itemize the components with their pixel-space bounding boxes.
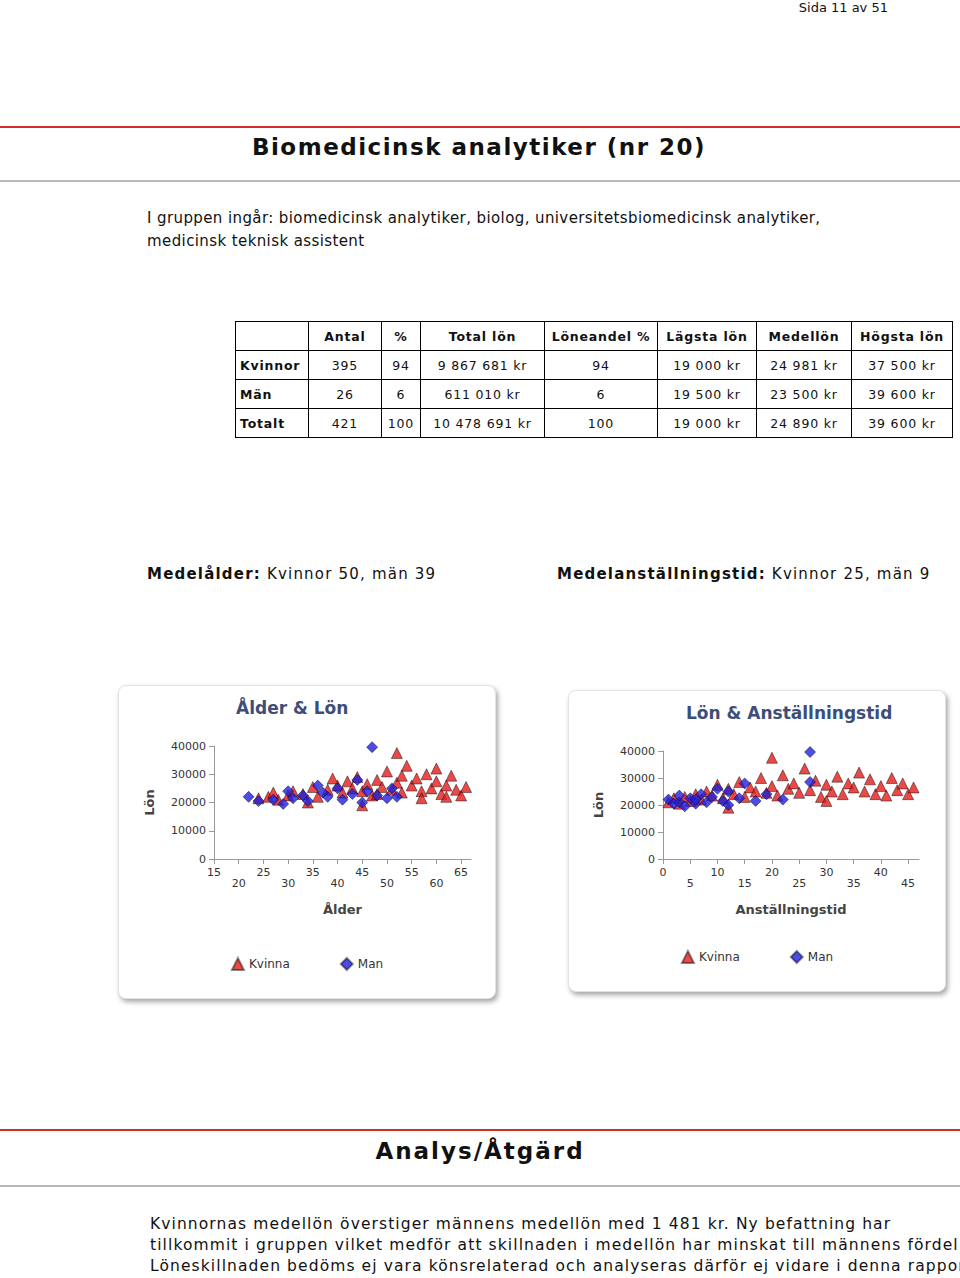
html-text:10 478 691 kr: 10 478 691 kr — [433, 415, 532, 431]
svg-text:50: 50 — [380, 877, 394, 890]
svg-text:45: 45 — [901, 877, 915, 890]
svg-text:15: 15 — [738, 877, 752, 890]
svg-text:Lön & Anställningstid: Lön & Anställningstid — [686, 703, 892, 723]
html-text:Män: Män — [240, 386, 273, 402]
svg-text:35: 35 — [847, 877, 861, 890]
html-text:19 500 kr: 19 500 kr — [673, 386, 741, 402]
svg-text:20000: 20000 — [171, 796, 206, 809]
html-text:611 010 kr: 611 010 kr — [444, 386, 521, 402]
html-text:24 981 kr: 24 981 kr — [770, 357, 838, 373]
svg-text:40: 40 — [874, 866, 888, 879]
svg-text:Man: Man — [358, 957, 383, 971]
svg-text:65: 65 — [454, 866, 468, 879]
html-text:I gruppen ingår: biomedicinsk: I gruppen ingår: biomedicinsk analytiker… — [147, 209, 821, 227]
svg-text:35: 35 — [306, 866, 320, 879]
svg-text:Anställningstid: Anställningstid — [736, 902, 847, 917]
html-text:100: 100 — [587, 415, 615, 431]
svg-text:Man: Man — [808, 950, 833, 964]
svg-text:0: 0 — [199, 853, 206, 866]
html-text:19 000 kr: 19 000 kr — [673, 415, 741, 431]
html-text:Högsta lön: Högsta lön — [860, 328, 944, 344]
html-text:6: 6 — [396, 386, 406, 402]
html-text:100: 100 — [387, 415, 415, 431]
svg-text:0: 0 — [648, 853, 655, 866]
html-text:Biomedicinsk analytiker (nr 20: Biomedicinsk analytiker (nr 20) — [252, 134, 706, 160]
html-text:Medellön: Medellön — [768, 328, 840, 344]
html-text:9 867 681 kr: 9 867 681 kr — [437, 357, 528, 373]
html-text:medicinsk teknisk assistent: medicinsk teknisk assistent — [147, 232, 365, 250]
html-text:19 000 kr: 19 000 kr — [673, 357, 741, 373]
html-text:Antal: Antal — [324, 328, 366, 344]
svg-text:30000: 30000 — [171, 768, 206, 781]
svg-text:Lön: Lön — [142, 789, 157, 815]
svg-text:Ålder: Ålder — [323, 902, 363, 917]
html-text:94: 94 — [392, 357, 410, 373]
svg-text:10000: 10000 — [620, 826, 655, 839]
svg-text:10000: 10000 — [171, 824, 206, 837]
svg-text:30000: 30000 — [620, 772, 655, 785]
html-text:26: 26 — [336, 386, 354, 402]
html-text:Medelanställningstid: Kvinnor: Medelanställningstid: Kvinnor 25, män 9 — [557, 565, 931, 583]
html-text:37 500 kr: 37 500 kr — [868, 357, 936, 373]
html-text:24 890 kr: 24 890 kr — [770, 415, 838, 431]
svg-text:30: 30 — [281, 877, 295, 890]
svg-text:30: 30 — [819, 866, 833, 879]
svg-text:Kvinna: Kvinna — [699, 950, 740, 964]
html-text:Kvinnor: Kvinnor — [240, 357, 301, 373]
html-text:Medelålder: Kvinnor 50, män 39: Medelålder: Kvinnor 50, män 39 — [147, 565, 437, 583]
html-text:39 600 kr: 39 600 kr — [868, 415, 936, 431]
svg-text:40: 40 — [331, 877, 345, 890]
html-text:39 600 kr: 39 600 kr — [868, 386, 936, 402]
svg-text:20: 20 — [232, 877, 246, 890]
svg-text:Kvinna: Kvinna — [249, 957, 290, 971]
svg-text:Lön: Lön — [591, 792, 606, 818]
svg-text:40000: 40000 — [171, 740, 206, 753]
svg-text:20: 20 — [765, 866, 779, 879]
svg-text:0: 0 — [660, 866, 667, 879]
svg-text:5: 5 — [687, 877, 694, 890]
html-text:Sida 11 av 51: Sida 11 av 51 — [798, 0, 888, 15]
html-text:Total lön: Total lön — [448, 328, 517, 344]
html-text:94: 94 — [592, 357, 610, 373]
html-text:6: 6 — [596, 386, 606, 402]
svg-text:60: 60 — [429, 877, 443, 890]
html-text:Totalt: Totalt — [240, 415, 285, 431]
html-text:395: 395 — [331, 357, 359, 373]
html-text:Analys/Åtgärd: Analys/Åtgärd — [375, 1138, 585, 1164]
html-text:23 500 kr: 23 500 kr — [770, 386, 838, 402]
svg-text:10: 10 — [710, 866, 724, 879]
html-text:Löneandel %: Löneandel % — [551, 328, 651, 344]
svg-text:55: 55 — [405, 866, 419, 879]
svg-text:45: 45 — [355, 866, 369, 879]
svg-text:40000: 40000 — [620, 745, 655, 758]
html-text:421: 421 — [331, 415, 359, 431]
svg-text:20000: 20000 — [620, 799, 655, 812]
html-text:Lägsta lön: Lägsta lön — [666, 328, 748, 344]
html-text:Kvinnornas medellön överstiger: Kvinnornas medellön överstiger männens m… — [150, 1215, 892, 1233]
svg-text:25: 25 — [792, 877, 806, 890]
svg-text:Ålder & Lön: Ålder & Lön — [236, 696, 348, 718]
svg-text:15: 15 — [207, 866, 221, 879]
svg-text:25: 25 — [256, 866, 270, 879]
